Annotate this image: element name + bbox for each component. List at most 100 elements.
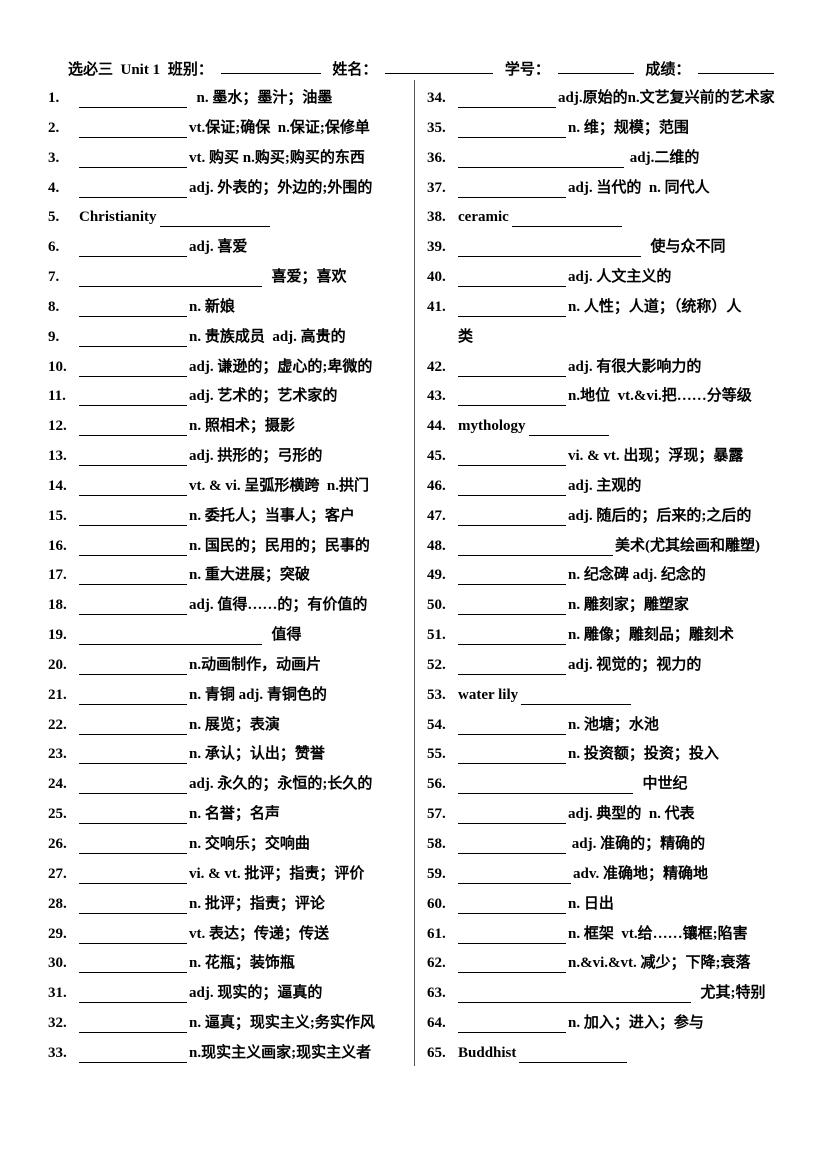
answer-blank[interactable] [458,808,566,825]
answer-blank[interactable] [79,569,187,586]
answer-blank[interactable] [458,390,566,407]
item-number: 41. [427,298,446,315]
answer-blank[interactable] [458,659,566,675]
answer-blank[interactable] [458,271,566,288]
vocab-item: 29. vt. 表达；传递；传送 [48,924,329,944]
vocab-item: 7. 喜爱；喜欢 [48,267,347,288]
answer-blank[interactable] [79,241,187,258]
answer-blank[interactable] [79,122,187,138]
answer-blank[interactable] [458,540,613,556]
answer-blank[interactable] [159,211,270,228]
vocab-item: 45. vi. & vt. 出现；浮现；暴露 [427,446,743,467]
answer-blank[interactable] [79,808,187,825]
answer-blank[interactable] [458,182,566,198]
answer-blank[interactable] [458,838,566,854]
answer-blank[interactable] [79,540,187,556]
vocab-item: 17. n. 重大进展；突破 [48,565,310,586]
answer-blank[interactable] [79,778,187,795]
answer-blank[interactable] [458,957,566,974]
vocab-item: 18. adj. 值得……的；有价值的 [48,595,367,616]
answer-blank[interactable] [79,331,187,347]
answer-blank[interactable] [79,659,187,675]
definition: n. 国民的；民用的；民事的 [189,537,370,554]
answer-blank[interactable] [458,361,566,377]
answer-blank[interactable] [79,152,187,168]
definition: adj. 喜爱 [189,239,248,256]
item-number: 4. [48,179,60,196]
score-field[interactable] [698,59,775,74]
answer-blank[interactable] [458,1017,566,1034]
answer-blank[interactable] [79,957,187,974]
answer-blank[interactable] [458,898,566,914]
definition: adj. 视觉的；视力的 [568,656,702,673]
answer-blank[interactable] [79,898,187,914]
definition: n.地位 vt.&vi.把……分等级 [568,388,752,405]
answer-blank[interactable] [79,271,262,288]
answer-blank[interactable] [458,719,566,735]
item-number: 46. [427,477,446,494]
answer-blank[interactable] [79,390,187,407]
vocab-item: 47. adj. 随后的；后来的;之后的 [427,506,751,526]
answer-blank[interactable] [458,629,566,646]
answer-blank[interactable] [79,510,187,526]
answer-blank[interactable] [458,450,566,467]
item-number: 31. [48,985,67,1002]
answer-blank[interactable] [79,361,187,377]
definition: n. 新娘 [189,298,235,315]
item-number: 37. [427,179,446,196]
student-id-field[interactable] [557,59,634,74]
name-field[interactable] [385,59,494,74]
answer-blank[interactable] [521,689,632,705]
answer-blank[interactable] [79,92,187,108]
answer-blank[interactable] [458,569,566,586]
answer-blank[interactable] [79,987,187,1004]
answer-blank[interactable] [79,480,187,496]
definition: n. 委托人；当事人；客户 [189,507,355,524]
answer-blank[interactable] [79,928,187,944]
answer-blank[interactable] [519,1047,628,1063]
answer-blank[interactable] [511,211,622,228]
answer-blank[interactable] [79,748,187,765]
answer-blank[interactable] [79,838,187,854]
definition: adj. 准确的；精确的 [568,836,706,852]
item-number: 63. [427,985,446,1002]
answer-blank[interactable] [458,778,633,795]
answer-blank[interactable] [458,987,691,1004]
definition: n. 承认；认出；赞誉 [189,746,325,763]
answer-blank[interactable] [458,868,571,884]
answer-blank[interactable] [79,629,262,646]
answer-blank[interactable] [458,480,566,496]
answer-blank[interactable] [458,92,556,108]
definition: n. 雕刻家；雕塑家 [568,597,689,614]
answer-blank[interactable] [79,868,187,884]
answer-blank[interactable] [458,152,624,168]
vocab-item: 4. adj. 外表的；外边的;外围的 [48,178,372,198]
vocab-item: 59. adv. 准确地；精确地 [427,864,708,884]
answer-blank[interactable] [458,928,566,944]
item-number: 43. [427,388,446,405]
class-field[interactable] [220,59,321,74]
answer-blank[interactable] [458,510,566,526]
vocab-item: 54. n. 池塘；水池 [427,715,659,735]
item-number: 17. [48,567,67,584]
answer-blank[interactable] [458,301,566,317]
answer-blank[interactable] [79,599,187,616]
vocab-item: 33. n.现实主义画家;现实主义者 [48,1043,371,1063]
answer-blank[interactable] [79,719,187,735]
answer-blank[interactable] [458,748,566,765]
answer-blank[interactable] [458,599,566,616]
answer-blank[interactable] [79,689,187,705]
answer-blank[interactable] [528,420,609,437]
answer-blank[interactable] [79,301,187,317]
answer-blank[interactable] [458,122,566,138]
definition: vt. 表达；传递；传送 [189,925,329,942]
answer-blank[interactable] [79,1017,187,1034]
vocab-item: 42. adj. 有很大影响力的 [427,357,701,377]
definition-continued: 类 [458,328,474,345]
definition: n. 人性；人道；（统称）人 [568,298,742,315]
answer-blank[interactable] [79,1047,187,1063]
answer-blank[interactable] [79,182,187,198]
answer-blank[interactable] [458,241,641,258]
answer-blank[interactable] [79,450,187,467]
answer-blank[interactable] [79,420,187,437]
